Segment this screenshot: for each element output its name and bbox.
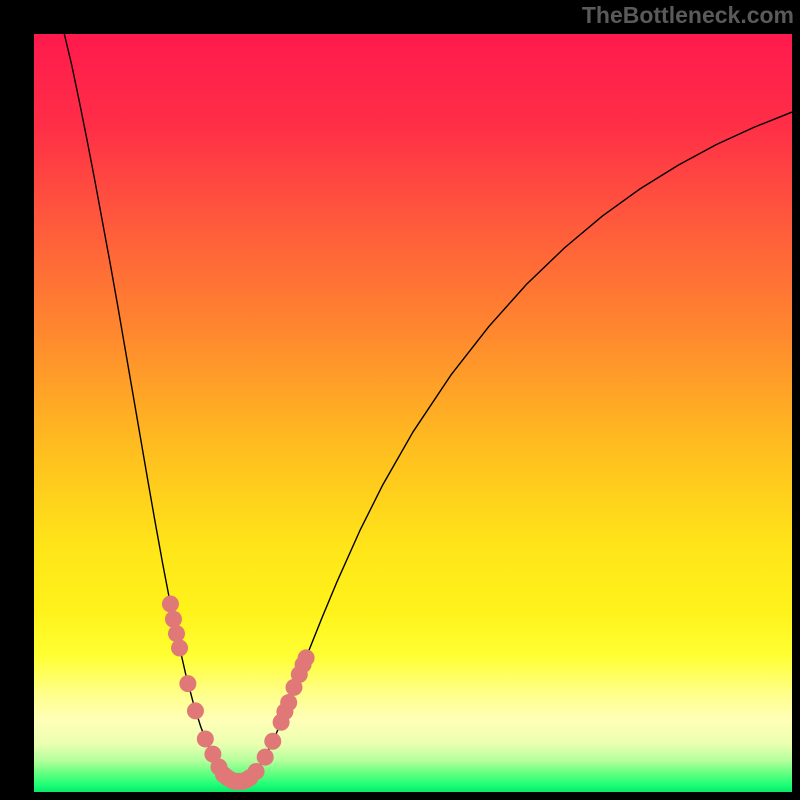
plot-area [34, 34, 792, 792]
bottleneck-curve-chart [34, 34, 792, 792]
data-point [187, 702, 204, 719]
data-point [179, 675, 196, 692]
watermark-text: TheBottleneck.com [582, 2, 794, 29]
data-point [168, 625, 185, 642]
data-point [171, 639, 188, 656]
gradient-background [34, 34, 792, 792]
data-point [280, 694, 297, 711]
data-point [165, 611, 182, 628]
data-point [162, 596, 179, 613]
data-point [197, 730, 214, 747]
data-point [248, 763, 265, 780]
data-point [298, 649, 315, 666]
data-point [257, 749, 274, 766]
data-point [264, 733, 281, 750]
chart-canvas: TheBottleneck.com [0, 0, 800, 800]
